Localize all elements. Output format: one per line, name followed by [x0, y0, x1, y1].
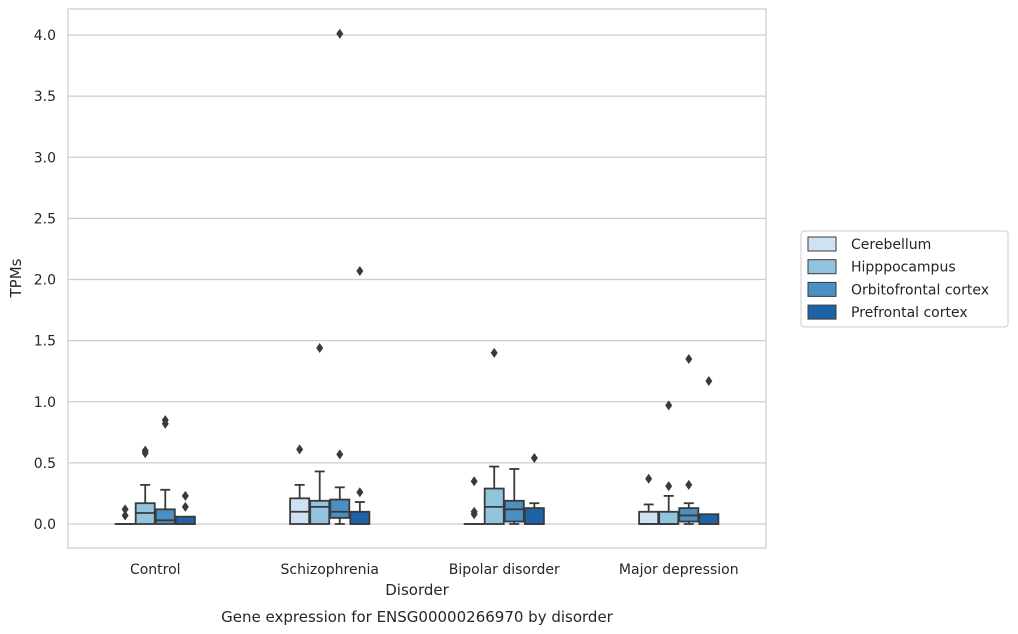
y-tick-label: 1.0	[34, 395, 56, 411]
box-body	[638, 510, 660, 525]
legend-swatch	[807, 281, 837, 297]
plot-area-frame	[67, 8, 767, 549]
outlier-point	[356, 487, 364, 498]
box-prefrontal-cortex	[523, 452, 545, 525]
x-tick-label: Control	[130, 562, 181, 578]
outlier-point	[121, 510, 129, 521]
gridlines	[68, 34, 766, 525]
outlier-point	[470, 476, 478, 487]
x-tick-label: Schizophrenia	[281, 562, 379, 578]
y-tick-label: 0.0	[34, 517, 56, 533]
x-tick-label: Bipolar disorder	[449, 562, 560, 578]
box-cerebellum	[638, 473, 660, 525]
outlier-point	[181, 501, 189, 512]
box-body	[174, 515, 196, 525]
box-orbitofrontal-cortex	[678, 353, 700, 525]
outlier-point	[356, 265, 364, 276]
box-body	[503, 499, 525, 523]
y-tick-label: 3.5	[34, 89, 56, 105]
box-cerebellum	[114, 504, 136, 525]
box-body	[329, 498, 351, 519]
y-axis-title: TPMs	[7, 258, 25, 298]
x-axis-tick-labels: Control Schizophrenia Bipolar disorder Majo…	[130, 562, 739, 578]
box-body	[154, 508, 176, 525]
box-orbitofrontal-cortex	[154, 415, 176, 525]
box-prefrontal-cortex	[349, 265, 371, 525]
outlier-point	[121, 504, 129, 515]
box-body	[349, 510, 371, 525]
y-tick-label: 0.5	[34, 456, 56, 472]
y-axis-tick-labels: 0.0 0.5 1.0 1.5 2.0 2.5 3.0 3.5 4.0	[34, 28, 56, 533]
legend-label: Prefrontal cortex	[851, 305, 968, 321]
y-tick-label: 3.0	[34, 150, 56, 166]
legend: Cerebellum Hipppocampus Orbitofrontal cort…	[800, 230, 1009, 328]
x-axis-title: Disorder	[385, 581, 449, 599]
box-body	[523, 507, 545, 525]
legend-frame	[800, 230, 1009, 328]
outlier-point	[490, 347, 498, 358]
box-hipppocampus	[309, 342, 331, 525]
box-body	[658, 510, 680, 525]
box-orbitofrontal-cortex	[503, 468, 525, 525]
box-cerebellum	[289, 444, 311, 525]
outlier-point	[181, 490, 189, 501]
legend-swatch	[807, 304, 837, 320]
boxes	[114, 28, 720, 525]
legend-swatch	[807, 259, 837, 275]
box-body	[309, 499, 331, 525]
outlier-point	[141, 445, 149, 456]
box-hipppocampus	[483, 347, 505, 525]
y-tick-label: 2.0	[34, 273, 56, 289]
y-tick-label: 4.0	[34, 28, 56, 44]
outlier-point	[336, 449, 344, 460]
outlier-point	[685, 479, 693, 490]
legend-label: Cerebellum	[851, 237, 931, 253]
box-prefrontal-cortex	[698, 375, 720, 525]
box-cerebellum	[463, 476, 485, 525]
outlier-point	[645, 473, 653, 484]
y-tick-label: 1.5	[34, 334, 56, 350]
box-orbitofrontal-cortex	[329, 28, 351, 525]
outlier-point	[530, 452, 538, 463]
outlier-point	[665, 400, 673, 411]
outlier-point	[665, 481, 673, 492]
legend-swatch	[807, 236, 837, 252]
outlier-point	[685, 353, 693, 364]
outlier-point	[470, 506, 478, 517]
outlier-point	[336, 28, 344, 39]
outlier-point	[161, 415, 169, 426]
outlier-point	[296, 444, 304, 455]
chart-caption: Gene expression for ENSG00000266970 by d…	[221, 608, 614, 626]
box-prefrontal-cortex	[174, 490, 196, 525]
box-hipppocampus	[134, 445, 156, 525]
outlier-point	[705, 375, 713, 386]
x-tick-label: Major depression	[619, 562, 739, 578]
y-tick-label: 2.5	[34, 211, 56, 227]
outlier-point	[316, 342, 324, 353]
legend-label: Hipppocampus	[851, 260, 956, 276]
box-hipppocampus	[658, 400, 680, 525]
legend-label: Orbitofrontal cortex	[851, 282, 989, 298]
box-body	[698, 513, 720, 525]
